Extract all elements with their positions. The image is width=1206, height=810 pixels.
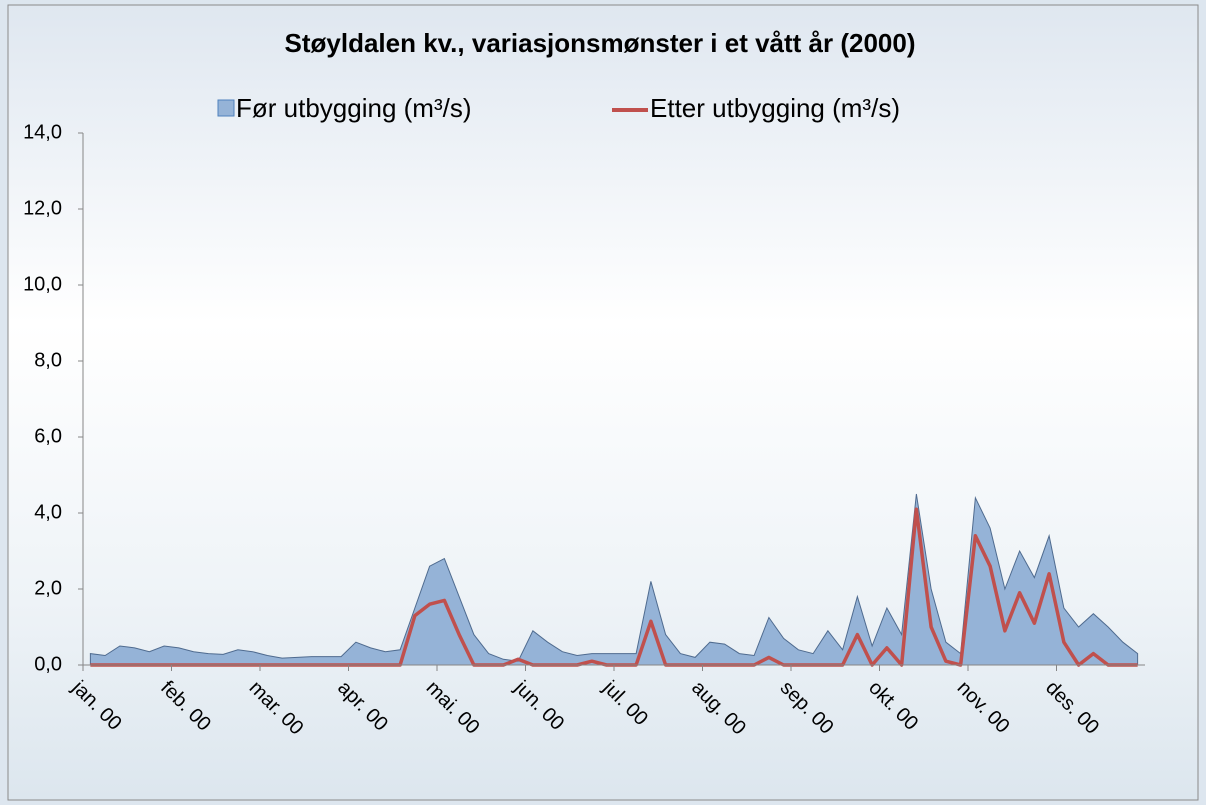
y-tick-label: 2,0 <box>34 577 62 599</box>
area <box>89 493 1139 666</box>
legend-label: Før utbygging (m³/s) <box>236 93 472 123</box>
legend-swatch <box>217 99 235 117</box>
chart-frame <box>7 4 1199 801</box>
y-tick-label: 10,0 <box>23 273 62 295</box>
y-tick-label: 14,0 <box>23 121 62 143</box>
y-tick-label: 6,0 <box>34 425 62 447</box>
y-tick-label: 0,0 <box>34 653 62 675</box>
y-tick-label: 12,0 <box>23 197 62 219</box>
chart-title: Støyldalen kv., variasjonsmønster i et v… <box>285 28 916 58</box>
y-tick-label: 4,0 <box>34 501 62 523</box>
legend-label: Etter utbygging (m³/s) <box>650 93 900 123</box>
y-tick-label: 8,0 <box>34 349 62 371</box>
